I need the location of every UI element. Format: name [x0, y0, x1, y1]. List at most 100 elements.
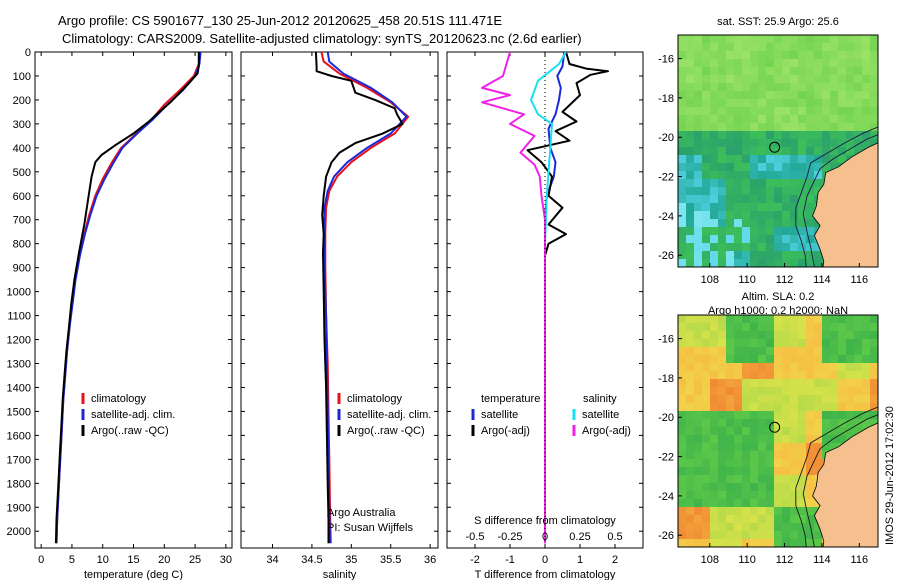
map-cell — [710, 523, 719, 532]
map-cell — [710, 211, 719, 220]
map-cell — [702, 203, 711, 212]
map-cell — [678, 395, 687, 404]
map-cell — [766, 459, 775, 468]
map-cell — [678, 91, 687, 100]
map-cell — [806, 331, 815, 340]
map-cell — [750, 419, 759, 428]
map-cell — [822, 91, 831, 100]
map-cell — [750, 227, 759, 236]
map-cell — [806, 195, 815, 204]
map-cell — [734, 315, 743, 324]
map-cell — [726, 539, 735, 547]
map-cell — [718, 483, 727, 492]
map-cell — [822, 139, 831, 148]
map-cell — [830, 443, 839, 452]
map-cell — [830, 83, 839, 92]
map-cell — [854, 147, 863, 156]
map-frame — [677, 34, 879, 268]
map-cell — [734, 259, 743, 267]
map-cell — [774, 187, 783, 196]
map-cell — [726, 67, 735, 76]
map-cell — [750, 51, 759, 60]
map-cell — [790, 163, 799, 172]
map-cell — [870, 347, 878, 356]
map-cell — [774, 523, 783, 532]
map-cell — [798, 483, 807, 492]
map-cell — [734, 251, 743, 260]
map-cell — [774, 155, 783, 164]
map-cell — [734, 419, 743, 428]
map-cell — [822, 163, 831, 172]
map-cell — [734, 99, 743, 108]
map-cell — [758, 323, 767, 332]
map-cell — [838, 411, 847, 420]
map-cell — [790, 83, 799, 92]
map-cell — [726, 147, 735, 156]
map-cell — [782, 387, 791, 396]
float-marker — [769, 141, 781, 153]
map-cell — [790, 67, 799, 76]
map-cell — [750, 315, 759, 324]
map-cell — [782, 459, 791, 468]
map-cell — [790, 195, 799, 204]
map-cell — [726, 99, 735, 108]
map-cell — [734, 91, 743, 100]
map-cell — [750, 467, 759, 476]
map-cell — [718, 91, 727, 100]
map-cell — [862, 339, 871, 348]
map-cell — [734, 59, 743, 68]
map-cell — [838, 315, 847, 324]
map-cell — [718, 43, 727, 52]
map-cell — [782, 195, 791, 204]
map-cell — [758, 139, 767, 148]
map-cell — [726, 203, 735, 212]
map-cell — [766, 435, 775, 444]
map-cell — [742, 99, 751, 108]
map-cell — [830, 123, 839, 132]
map-cell — [806, 411, 815, 420]
map-cell — [782, 443, 791, 452]
map-cell — [838, 395, 847, 404]
map-cell — [678, 243, 687, 252]
map-cell — [782, 515, 791, 524]
map-cell — [854, 107, 863, 116]
bathymetry-contour — [802, 414, 878, 547]
map-cell — [726, 315, 735, 324]
legend-label: satellite-adj. clim. — [347, 409, 431, 421]
map-cell — [822, 379, 831, 388]
map-cell — [742, 227, 751, 236]
map-cell — [790, 331, 799, 340]
map-cell — [718, 51, 727, 60]
map-cell — [734, 531, 743, 540]
map-cell — [758, 83, 767, 92]
y-tick-label: -22 — [658, 452, 674, 464]
map-cell — [870, 371, 878, 380]
x-tick-label: -1 — [505, 554, 515, 566]
map-cell — [838, 155, 847, 164]
map-cell — [798, 251, 807, 260]
map-cell — [774, 323, 783, 332]
map-cell — [766, 51, 775, 60]
map-cell — [726, 139, 735, 148]
map-cell — [782, 507, 791, 516]
map-cell — [678, 539, 687, 547]
map-cell — [798, 419, 807, 428]
map-cell — [718, 123, 727, 132]
map-cell — [702, 515, 711, 524]
map-cell — [678, 107, 687, 116]
map-cell — [742, 43, 751, 52]
y-tick-label: -18 — [658, 93, 674, 105]
map-cell — [678, 323, 687, 332]
map-cell — [766, 171, 775, 180]
map-cell — [702, 147, 711, 156]
map-cell — [798, 227, 807, 236]
header-line-2: Climatology: CARS2009. Satellite-adjuste… — [62, 31, 582, 46]
map-cell — [814, 43, 823, 52]
map-cell — [694, 219, 703, 228]
map-cell — [750, 523, 759, 532]
map-cell — [686, 187, 695, 196]
map-cell — [774, 179, 783, 188]
map-cell — [806, 107, 815, 116]
map-cell — [846, 315, 855, 324]
map-cell — [726, 379, 735, 388]
